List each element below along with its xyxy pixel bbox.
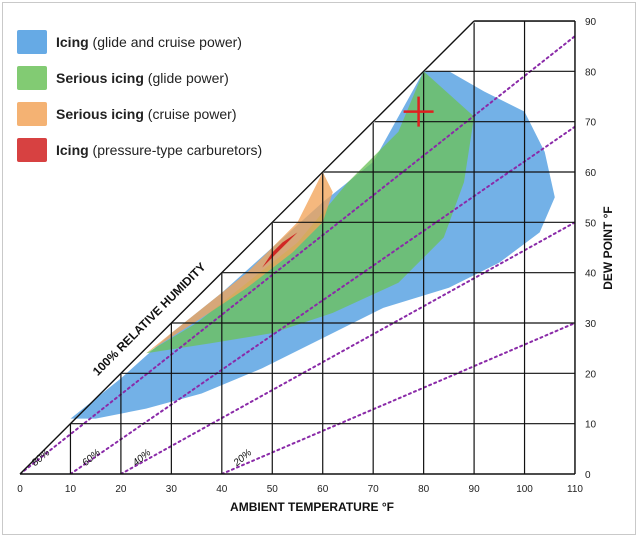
x-tick-label: 30 <box>166 484 178 495</box>
x-tick-label: 70 <box>368 484 380 495</box>
cross-marker <box>403 96 434 127</box>
x-tick-label: 80 <box>418 484 430 495</box>
x-tick-label: 100 <box>516 484 533 495</box>
x-tick-label: 20 <box>115 484 127 495</box>
chart-frame <box>2 2 636 535</box>
humidity-label-60: 60% <box>80 447 102 468</box>
x-tick-label: 60 <box>317 484 329 495</box>
y-tick-label: 10 <box>585 420 597 431</box>
legend-swatch <box>17 66 47 90</box>
y-tick-label: 0 <box>585 470 591 481</box>
region-serious-icing-glide-power <box>146 71 475 354</box>
legend-swatch <box>17 138 47 162</box>
legend-label: Serious icing (cruise power) <box>56 106 237 122</box>
y-tick-label: 60 <box>585 168 597 179</box>
humidity-line-80 <box>20 35 575 474</box>
legend-label: Serious icing (glide power) <box>56 70 229 86</box>
legend-swatch <box>17 30 47 54</box>
saturation-line <box>19 20 475 475</box>
y-tick-label: 80 <box>585 67 597 78</box>
y-tick-label: 40 <box>585 269 597 280</box>
legend-label: Icing (glide and cruise power) <box>56 34 242 50</box>
x-tick-label: 10 <box>65 484 77 495</box>
legend-swatch <box>17 102 47 126</box>
y-tick-label: 90 <box>585 17 597 28</box>
legend: Icing (glide and cruise power) Serious ic… <box>17 30 262 162</box>
x-axis-title: AMBIENT TEMPERATURE °F <box>230 500 394 514</box>
x-tick-label: 40 <box>216 484 228 495</box>
region-serious-icing-cruise-power <box>146 172 333 354</box>
y-axis-title: DEW POINT °F <box>601 206 615 289</box>
x-tick-label: 90 <box>469 484 481 495</box>
tick-labels: 0 10 20 30 40 50 60 70 80 90 100 110010203040506070… <box>17 17 596 495</box>
humidity-line-40 <box>119 221 575 474</box>
y-tick-label: 30 <box>585 319 597 330</box>
x-tick-label: 110 <box>567 484 583 495</box>
y-tick-label: 70 <box>585 118 597 129</box>
humidity-label-40: 40% <box>131 447 153 468</box>
x-tick-label: 0 <box>17 484 23 495</box>
x-tick-label: 50 <box>267 484 279 495</box>
legend-label: Icing (pressure-type carburetors) <box>56 142 262 158</box>
chart-markers <box>403 96 434 127</box>
icing-regions <box>70 71 555 419</box>
humidity-label-80: 80% <box>30 447 52 468</box>
y-tick-label: 50 <box>585 218 597 229</box>
y-tick-label: 20 <box>585 369 597 380</box>
humidity-line-20 <box>220 322 575 474</box>
